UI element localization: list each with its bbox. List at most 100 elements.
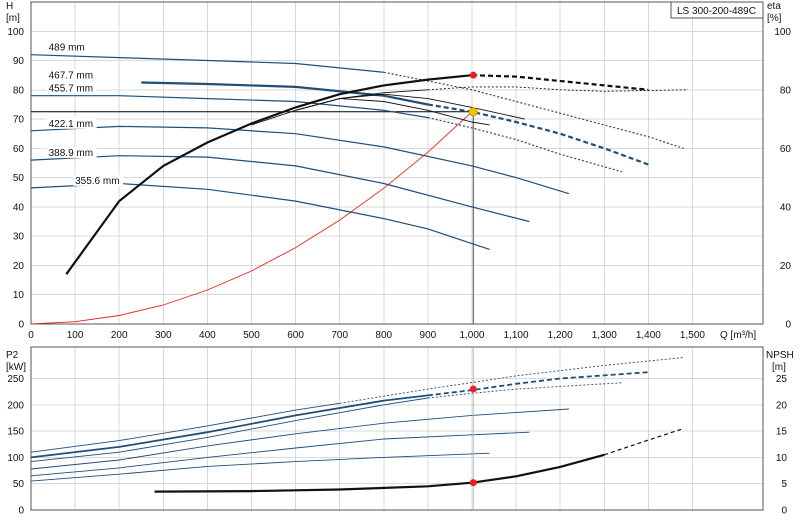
npsh-curve: [154, 453, 605, 493]
eta-tick-label: 0: [785, 320, 791, 331]
npsh-axis-title-line2: [m]: [772, 362, 786, 373]
head-curve-2: [31, 95, 428, 119]
power-curve-1: [30, 394, 429, 459]
impeller-label: 489 mm: [49, 43, 85, 54]
model-label-box: [670, 1, 764, 19]
operating-point-npsh-marker: [469, 479, 477, 487]
power-panel-frame: [30, 346, 764, 511]
eta-tick-label: 20: [780, 261, 792, 272]
head-curve-4: [30, 155, 530, 223]
power-tick-label: 50: [13, 479, 25, 490]
flow-tick-label: 100: [67, 330, 84, 341]
flow-axis-title: Q [m³/h]: [720, 330, 756, 341]
power-tick-label: 250: [7, 374, 24, 385]
impeller-label: 455.7 mm: [49, 84, 93, 95]
head-tick-label: 0: [18, 320, 24, 331]
flow-tick-label: 800: [375, 330, 392, 341]
power-curve-dashed-0: [339, 357, 684, 404]
efficiency-curve-dashed-0: [471, 74, 649, 91]
head-tick-label: 70: [13, 115, 25, 126]
model-label: LS 300-200-489C: [677, 6, 756, 17]
power-curve-3: [30, 408, 570, 470]
npsh-curve-dashed: [604, 427, 684, 456]
eta-axis-ticks: 0 20 40 60 80 100: [774, 27, 791, 331]
power-tick-label: 150: [7, 427, 24, 438]
flow-tick-label: 1,000: [459, 330, 484, 341]
head-tick-label: 40: [13, 202, 25, 213]
impeller-label-bg: [46, 82, 97, 94]
head-tick-label: 90: [13, 56, 25, 67]
efficiency-curve-0: [65, 74, 473, 275]
head-tick-label: 100: [7, 27, 24, 38]
operating-point-head-marker: [468, 107, 478, 117]
npsh-axis-title-line1: NPSH: [766, 350, 794, 361]
head-curve-dashed-1: [427, 103, 649, 166]
head-axis-title-line2: [m]: [6, 13, 20, 24]
power-curve-0: [30, 402, 340, 453]
head-curve-3: [30, 125, 570, 195]
head-tick-label: 10: [13, 290, 25, 301]
flow-tick-label: 200: [111, 330, 128, 341]
flow-tick-label: 300: [155, 330, 172, 341]
operating-point-efficiency-marker: [469, 71, 477, 79]
head-tick-label: 20: [13, 261, 25, 272]
impeller-label: 467.7 mm: [49, 71, 93, 82]
system-curve: [30, 111, 473, 325]
head-tick-label: 50: [13, 173, 25, 184]
npsh-tick-label: 25: [776, 374, 788, 385]
flow-tick-label: 400: [199, 330, 216, 341]
eta-tick-label: 60: [780, 144, 792, 155]
head-axis-title-line1: H: [6, 1, 13, 12]
npsh-axis-ticks: 0 5 10 15 20 25: [776, 374, 788, 516]
eta-axis-title-line1: eta: [767, 1, 781, 12]
head-panel-grid: [30, 2, 763, 325]
efficiency-curve-dashed-1: [427, 86, 689, 92]
eta-axis-title-line2: [%]: [767, 13, 782, 24]
power-axis-ticks: 0 50 100 150 200 250: [7, 374, 24, 516]
head-curve-dashed-0: [383, 71, 684, 149]
flow-tick-label: 600: [287, 330, 304, 341]
operating-point-power-marker: [469, 385, 477, 393]
efficiency-curve-3: [295, 98, 490, 126]
npsh-tick-label: 5: [781, 479, 787, 490]
impeller-diameter-labels: 489 mm 467.7 mm 455.7 mm 422.1 mm 388.9 mm 35…: [46, 41, 124, 187]
impeller-label: 422.1 mm: [49, 119, 93, 130]
power-tick-label: 100: [7, 453, 24, 464]
power-panel-grid: [30, 347, 763, 511]
npsh-tick-label: 0: [781, 506, 787, 517]
flow-tick-label: 1,100: [504, 330, 529, 341]
npsh-tick-label: 10: [776, 453, 788, 464]
flow-tick-label: 700: [331, 330, 348, 341]
impeller-label-bg: [46, 41, 97, 53]
eta-tick-label: 100: [774, 27, 791, 38]
npsh-tick-label: 15: [776, 427, 788, 438]
impeller-label-bg: [46, 69, 97, 81]
flow-tick-label: 1,500: [680, 330, 705, 341]
power-panel-series: [30, 347, 684, 510]
power-curve-dashed-2: [427, 382, 622, 399]
power-curve-5: [30, 452, 490, 482]
power-curve-2: [30, 397, 428, 463]
eta-tick-label: 40: [780, 202, 792, 213]
power-curve-dashed-1: [427, 371, 649, 397]
flow-tick-label: 1,300: [592, 330, 617, 341]
flow-tick-label: 1,200: [548, 330, 573, 341]
flow-tick-label: 1,400: [636, 330, 661, 341]
power-curve-4: [30, 431, 530, 477]
operating-point-markers: [468, 71, 478, 487]
power-axis-title-line1: P2: [6, 350, 19, 361]
flow-tick-label: 0: [28, 330, 34, 341]
head-tick-label: 60: [13, 144, 25, 155]
power-axis-title-line2: [kW]: [6, 362, 26, 373]
impeller-label-bg: [46, 147, 97, 159]
head-panel-frame: [30, 1, 764, 325]
flow-tick-label: 900: [420, 330, 437, 341]
head-tick-label: 30: [13, 232, 25, 243]
head-tick-label: 80: [13, 85, 25, 96]
power-tick-label: 0: [18, 506, 24, 517]
power-tick-label: 200: [7, 400, 24, 411]
impeller-label: 355.6 mm: [75, 176, 119, 187]
eta-tick-label: 80: [780, 85, 792, 96]
